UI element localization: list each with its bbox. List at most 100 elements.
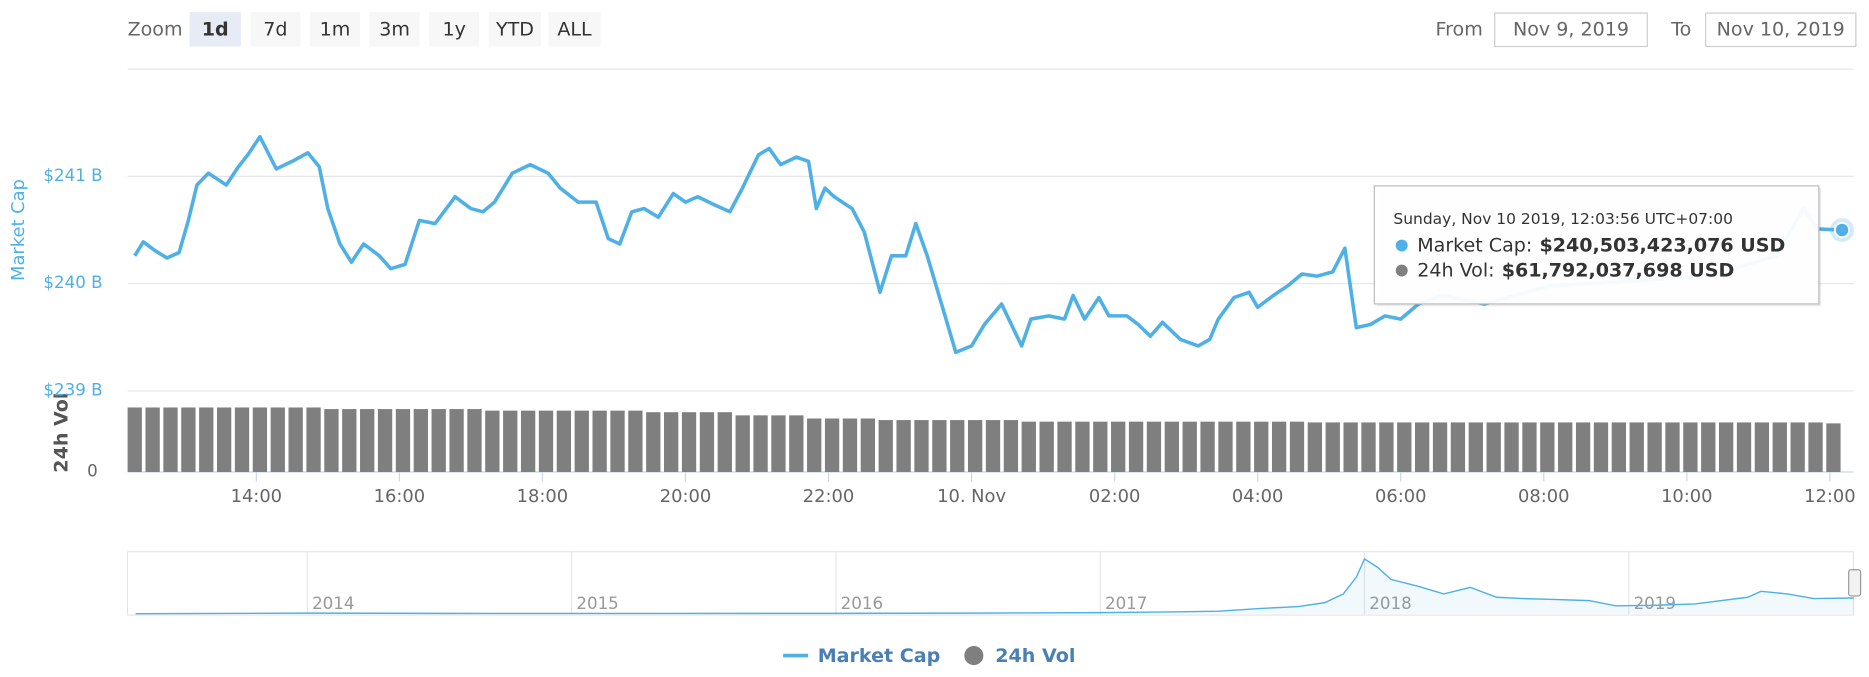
volume-bar: [1593, 422, 1609, 472]
zoom-button[interactable]: [309, 11, 361, 47]
volume-bar: [199, 407, 214, 472]
volume-bar: [556, 410, 572, 472]
tooltip-bullet: [1395, 239, 1408, 252]
x-tick-label: 18:00: [517, 486, 568, 507]
x-tick-label: 14:00: [231, 486, 282, 507]
y-axis-title: Market Cap: [8, 179, 29, 281]
volume-bar: [1003, 420, 1019, 472]
volume-bar: [324, 409, 339, 472]
zoom-button[interactable]: [189, 11, 241, 47]
zoom-button[interactable]: [429, 11, 480, 47]
zoom-label: Zoom: [128, 18, 183, 40]
volume-bar: [699, 412, 715, 472]
volume-bar: [1218, 421, 1233, 472]
volume-bar: [1540, 422, 1555, 472]
volume-bar: [1504, 422, 1519, 472]
volume-bar: [306, 407, 321, 472]
volume-bar: [1826, 423, 1841, 472]
legend-label[interactable]: 24h Vol: [995, 645, 1075, 667]
y-tick-label: $239 B: [43, 380, 102, 399]
volume-bar: [860, 418, 876, 472]
volume-bar: [288, 407, 303, 472]
from-input[interactable]: [1494, 12, 1648, 48]
volume-bar: [1575, 422, 1591, 472]
volume-bar: [717, 412, 732, 472]
x-tick-label: 04:00: [1232, 486, 1283, 507]
to-input[interactable]: [1705, 12, 1857, 48]
y2-tick-label: 0: [87, 461, 98, 480]
volume-bar: [1361, 422, 1376, 472]
y-tick-label: $240 B: [43, 273, 102, 292]
volume-bar: [1236, 421, 1251, 472]
volume-bar: [1146, 421, 1162, 472]
volume-bar: [824, 418, 840, 472]
tooltip-item: 24h Vol: $61,792,037,698 USD: [1417, 259, 1734, 281]
zoom-button[interactable]: [250, 11, 301, 47]
volume-bar: [360, 409, 375, 472]
volume-bar: [1111, 421, 1126, 472]
volume-bar: [395, 409, 411, 472]
zoom-button-label[interactable]: YTD: [495, 18, 534, 40]
tooltip-box: [1373, 185, 1820, 305]
x-tick-label: 16:00: [374, 486, 425, 507]
navigator-tick-label: 2018: [1369, 594, 1411, 613]
zoom-button-label[interactable]: 7d: [263, 18, 287, 40]
tooltip-item-value: $240,503,423,076 USD: [1539, 234, 1785, 256]
volume-bar: [664, 412, 679, 472]
volume-bar: [878, 420, 893, 472]
volume-bar: [932, 420, 947, 472]
navigator-line: [135, 557, 1854, 615]
volume-bar: [1182, 421, 1197, 472]
volume-bar: [1379, 422, 1394, 472]
zoom-button-label[interactable]: 3m: [379, 18, 410, 40]
zoom-button-label[interactable]: 1m: [320, 18, 351, 40]
volume-bar: [181, 407, 196, 472]
volume-bar: [1057, 421, 1072, 472]
volume-bar: [1522, 422, 1537, 472]
zoom-button-label[interactable]: 1d: [202, 18, 229, 40]
to-label: To: [1670, 18, 1691, 40]
volume-bar: [1128, 421, 1144, 472]
volume-bar: [1432, 422, 1448, 472]
market-cap-line: [133, 134, 1843, 355]
volume-bar: [413, 409, 428, 472]
from-date[interactable]: Nov 9, 2019: [1513, 18, 1629, 40]
navigator-area: [135, 558, 1854, 614]
volume-bar: [592, 410, 607, 472]
volume-bar: [538, 410, 554, 472]
zoom-button[interactable]: [488, 11, 542, 47]
volume-bar: [985, 420, 1001, 472]
to-date[interactable]: Nov 10, 2019: [1717, 18, 1845, 40]
tooltip-item: Market Cap: $240,503,423,076 USD: [1417, 234, 1785, 256]
volume-bar: [1808, 422, 1823, 472]
volume-bar: [1629, 422, 1644, 472]
x-tick-label: 20:00: [660, 486, 711, 507]
navigator-tick-label: 2017: [1105, 594, 1147, 613]
volume-bar: [1343, 422, 1358, 472]
navigator-frame: [127, 551, 1854, 616]
legend-label[interactable]: Market Cap: [818, 645, 941, 667]
navigator-handle[interactable]: [1848, 569, 1862, 597]
volume-bar: [753, 415, 768, 472]
zoom-button-label[interactable]: 1y: [442, 18, 465, 40]
volume-bar: [467, 409, 482, 472]
tooltip-bullet: [1395, 264, 1408, 277]
volume-bar: [950, 420, 965, 472]
from-label: From: [1436, 18, 1483, 40]
x-tick-label: 12:00: [1804, 486, 1855, 507]
volume-bar: [896, 420, 911, 472]
volume-bar: [1450, 422, 1466, 472]
volume-bar: [520, 410, 536, 472]
y2-axis-title: 24h Vol: [51, 393, 73, 473]
volume-bar: [1307, 422, 1323, 472]
volume-bar: [145, 407, 160, 472]
volume-bar: [735, 415, 750, 472]
zoom-button[interactable]: [369, 11, 420, 47]
volume-bar: [1254, 421, 1269, 472]
volume-bar: [1021, 421, 1036, 472]
zoom-button[interactable]: [548, 11, 601, 47]
volume-bar: [681, 412, 697, 472]
navigator-tick-label: 2016: [841, 594, 883, 613]
zoom-button-label[interactable]: ALL: [557, 18, 592, 40]
volume-bar: [646, 412, 661, 472]
